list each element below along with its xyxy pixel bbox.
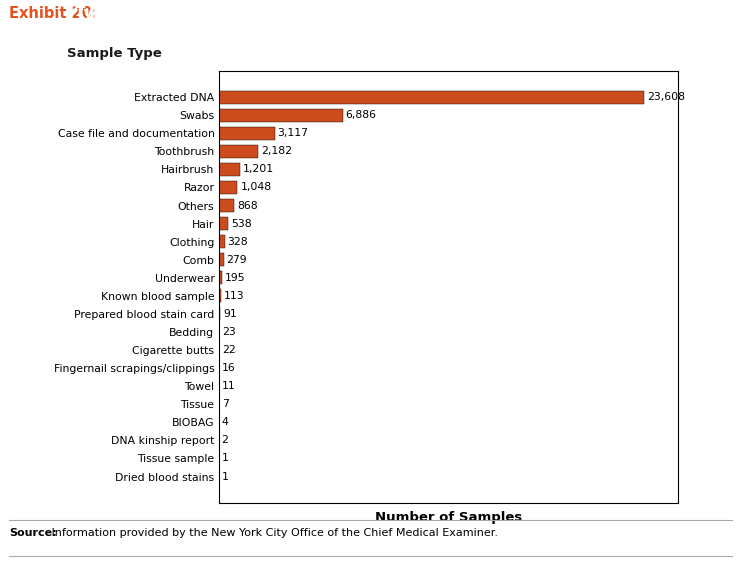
X-axis label: Number of Samples: Number of Samples [375, 511, 522, 524]
Text: 1,201: 1,201 [243, 164, 274, 174]
Text: 538: 538 [231, 219, 252, 228]
Text: Types of Samples From the World Trade Center Response: Types of Samples From the World Trade Ce… [70, 6, 548, 20]
Text: 1,048: 1,048 [240, 182, 271, 193]
Text: 16: 16 [222, 363, 236, 373]
Bar [219, 199, 234, 212]
Bar [219, 145, 258, 158]
Text: 868: 868 [237, 201, 258, 211]
Text: 7: 7 [222, 399, 228, 410]
Bar [219, 217, 228, 230]
Text: 2: 2 [222, 436, 228, 445]
Bar [219, 108, 342, 122]
Text: 22: 22 [222, 345, 236, 355]
Bar [219, 163, 240, 176]
Bar [219, 181, 237, 194]
Text: Information provided by the New York City Office of the Chief Medical Examiner.: Information provided by the New York Cit… [48, 528, 498, 538]
Text: 113: 113 [224, 291, 244, 301]
Text: Exhibit 20:: Exhibit 20: [9, 6, 98, 20]
Bar [219, 127, 275, 140]
Bar [219, 235, 225, 248]
Text: 2,182: 2,182 [261, 147, 292, 156]
Text: 1: 1 [222, 453, 228, 463]
Text: Source:: Source: [9, 528, 56, 538]
Text: 11: 11 [222, 381, 236, 391]
Text: Sample Type: Sample Type [67, 47, 162, 60]
Text: 195: 195 [225, 273, 245, 283]
Text: 3,117: 3,117 [278, 128, 309, 138]
Text: 23,608: 23,608 [647, 92, 685, 102]
Text: 6,886: 6,886 [345, 110, 376, 120]
Text: 91: 91 [223, 309, 237, 319]
Bar [219, 91, 644, 103]
Text: 23: 23 [222, 327, 236, 337]
Bar [219, 289, 221, 302]
Bar [219, 272, 222, 285]
Bar [219, 307, 220, 320]
Text: 4: 4 [222, 417, 228, 427]
Bar [219, 253, 224, 266]
Text: 1: 1 [222, 471, 228, 482]
Text: 279: 279 [227, 254, 247, 265]
Text: 328: 328 [227, 237, 248, 247]
